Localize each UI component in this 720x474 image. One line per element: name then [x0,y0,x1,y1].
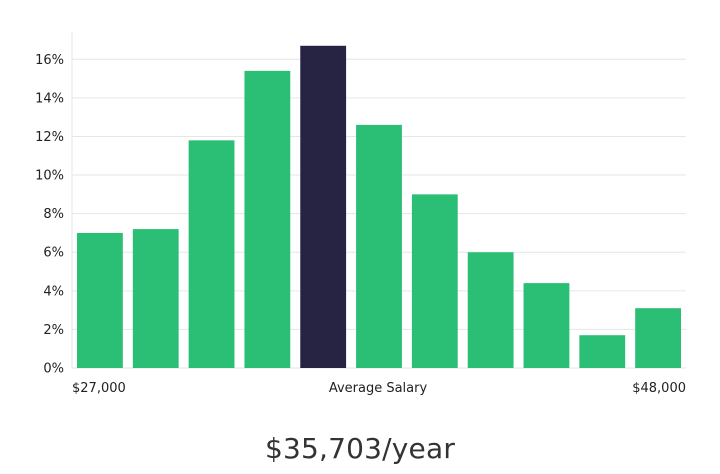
x-label-average: Average Salary [329,381,428,396]
average-salary-value: $35,703/year [264,432,456,465]
bar [523,283,570,368]
y-tick-label: 8% [43,207,64,222]
y-tick-label: 16% [35,53,64,68]
y-tick-label: 0% [43,362,64,377]
y-tick-label: 12% [35,130,64,145]
bar [635,308,681,368]
y-tick-label: 2% [43,323,64,338]
y-tick-label: 14% [35,91,64,106]
bar [188,140,235,368]
bar [411,194,458,368]
x-axis-labels: $27,000 Average Salary $48,000 [72,381,686,396]
y-tick-label: 6% [43,246,64,261]
y-axis-ticks: 0% 2% 4% 6% 8% 10% 12% 14% 16% [35,53,64,377]
bar [132,229,179,368]
bar [77,232,123,368]
bar [356,124,402,368]
x-label-min: $27,000 [72,381,126,396]
y-tick-label: 10% [35,169,64,184]
bar-average [300,45,347,368]
bar [467,252,514,368]
bars [77,45,681,369]
bar [244,70,291,369]
y-tick-label: 4% [43,284,64,299]
x-label-max: $48,000 [632,381,686,396]
bar [579,335,626,368]
